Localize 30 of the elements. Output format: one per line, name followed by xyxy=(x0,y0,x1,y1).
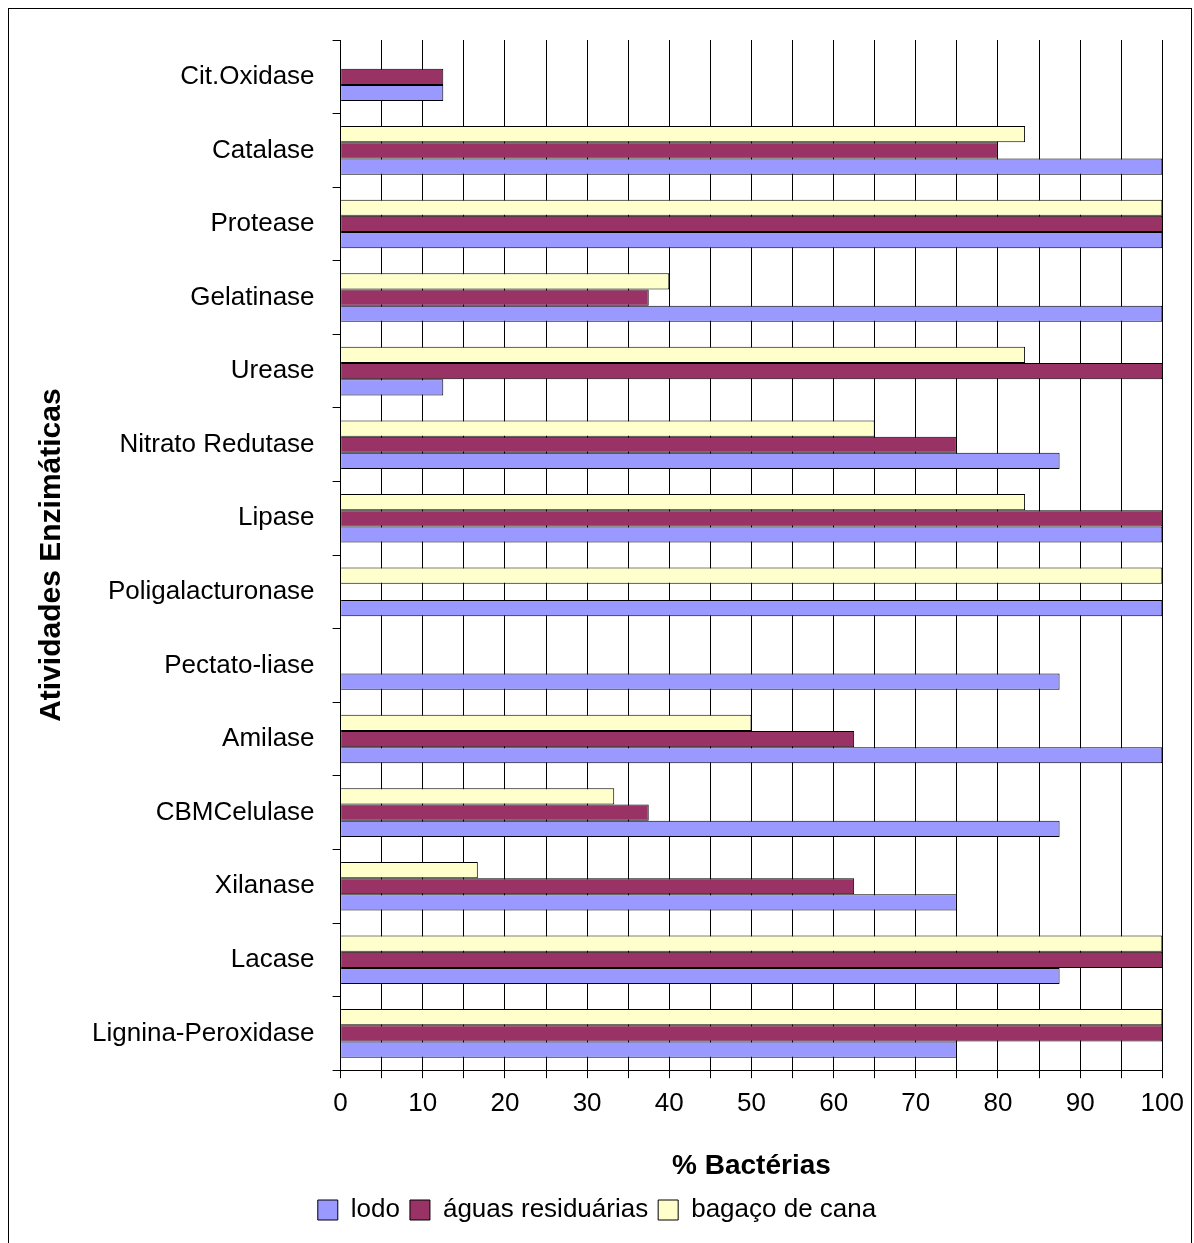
y-tick-label: Cit.Oxidase xyxy=(180,59,315,90)
y-tick-label: Amilase xyxy=(222,722,315,753)
legend-label: águas residuárias xyxy=(442,1193,649,1224)
x-tick-label: 80 xyxy=(983,1086,1013,1117)
y-tick-label: Xilanase xyxy=(214,869,315,900)
y-tick-label: CBMCelulase xyxy=(155,795,315,826)
y-tick-label: Urease xyxy=(230,354,315,385)
legend-label: lodo xyxy=(350,1193,400,1224)
x-tick-label: 20 xyxy=(490,1086,520,1117)
x-tick-label: 40 xyxy=(654,1086,684,1117)
x-tick-label: 0 xyxy=(333,1086,348,1117)
y-tick-label: Lipase xyxy=(237,501,315,532)
y-tick-label: Poligalacturonase xyxy=(107,575,315,606)
y-tick-label: Protease xyxy=(210,207,315,238)
y-tick-label: Lacase xyxy=(230,942,315,973)
x-tick-label: 70 xyxy=(901,1086,931,1117)
y-tick-label: Pectato-liase xyxy=(164,648,315,679)
y-axis-title: Atividades Enzimáticas xyxy=(33,388,67,722)
x-tick-label: 90 xyxy=(1065,1086,1095,1117)
y-tick-label: Lignina-Peroxidase xyxy=(91,1016,315,1047)
y-tick-label: Nitrato Redutase xyxy=(119,427,315,458)
x-axis-title: % Bactérias xyxy=(672,1148,831,1180)
x-tick-label: 50 xyxy=(736,1086,766,1117)
legend-label: bagaço de cana xyxy=(691,1193,877,1224)
x-tick-label: 30 xyxy=(572,1086,602,1117)
y-tick-label: Catalase xyxy=(211,133,315,164)
y-tick-label: Gelatinase xyxy=(190,280,315,311)
x-tick-label: 60 xyxy=(819,1086,849,1117)
x-tick-label: 100 xyxy=(1140,1086,1185,1117)
x-tick-label: 10 xyxy=(408,1086,438,1117)
